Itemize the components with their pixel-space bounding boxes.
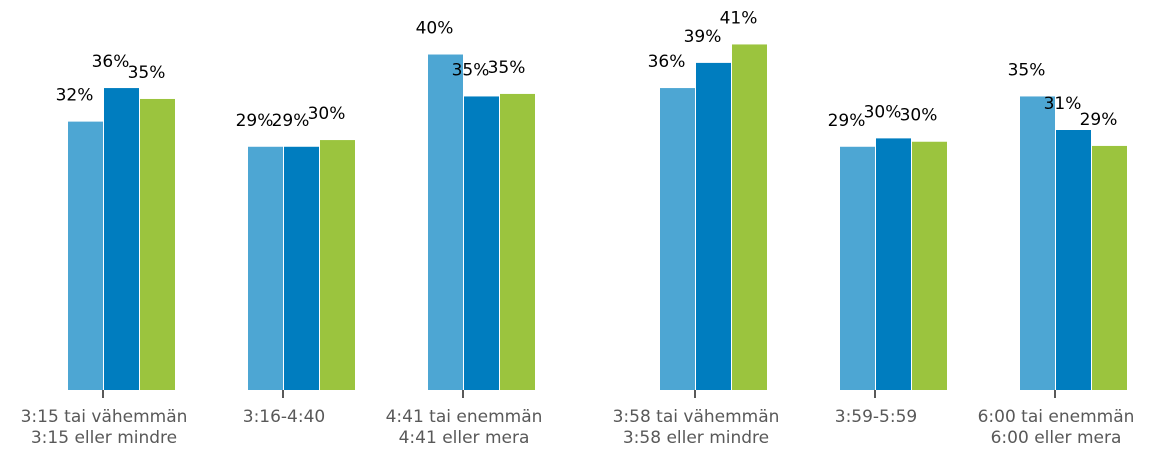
value-label: 30% [308, 104, 346, 124]
x-tick-label: 3:16-4:40 [243, 407, 326, 427]
bar [104, 88, 139, 390]
bar [660, 88, 695, 390]
x-tick-label: 6:00 eller mera [991, 428, 1122, 448]
value-label: 32% [56, 86, 94, 106]
value-label: 41% [720, 8, 758, 28]
bar [1092, 145, 1127, 390]
bar [140, 98, 175, 390]
x-tick-label: 4:41 eller mera [399, 428, 530, 448]
bar [68, 121, 103, 390]
bar [912, 141, 947, 390]
x-tick-label: 3:15 tai vähemmän [21, 407, 188, 427]
value-label: 35% [128, 63, 166, 83]
x-tick-label: 3:15 eller mindre [31, 428, 177, 448]
bar [1056, 130, 1091, 390]
bar [284, 146, 319, 390]
value-label: 31% [1044, 94, 1082, 114]
bar [696, 62, 731, 390]
bar [840, 146, 875, 390]
bar [464, 96, 499, 391]
value-label: 29% [1080, 110, 1118, 130]
value-label: 39% [684, 27, 722, 47]
value-label: 35% [488, 58, 526, 78]
bar [428, 54, 463, 391]
value-label: 36% [648, 52, 686, 72]
bar [876, 138, 911, 390]
value-label: 35% [452, 60, 490, 80]
bar [248, 146, 283, 390]
x-tick-label: 6:00 tai enemmän [978, 407, 1135, 427]
value-label: 36% [92, 52, 130, 72]
value-label: 29% [236, 111, 274, 131]
value-label: 30% [864, 102, 902, 122]
x-tick-label: 3:58 tai vähemmän [613, 407, 780, 427]
value-label: 40% [416, 19, 454, 39]
bar [500, 93, 535, 390]
x-tick-label: 4:41 tai enemmän [386, 407, 543, 427]
value-label: 35% [1008, 60, 1046, 80]
bar [320, 140, 355, 390]
x-tick-label: 3:58 eller mindre [623, 428, 769, 448]
value-label: 29% [828, 111, 866, 131]
bar [1020, 96, 1055, 391]
x-tick-label: 3:59-5:59 [835, 407, 918, 427]
value-label: 30% [900, 106, 938, 126]
bar [732, 44, 767, 391]
value-label: 29% [272, 111, 310, 131]
